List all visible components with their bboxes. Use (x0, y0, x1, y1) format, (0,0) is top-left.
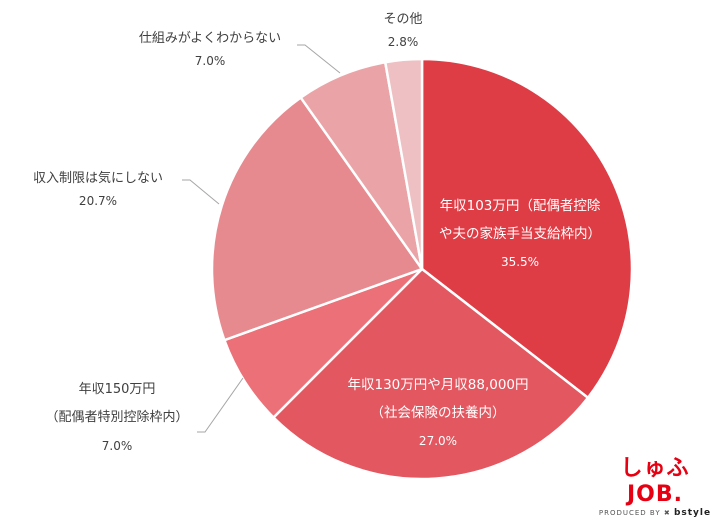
leader-line-150 (197, 377, 244, 433)
pie-chart (182, 44, 634, 481)
slice-label-unknown: 仕組みがよくわからない 7.0% (138, 31, 282, 68)
leader-line-no-limit (182, 179, 220, 205)
leader-line-unknown (297, 44, 341, 74)
pie-slice-5 (383, 57, 424, 270)
pie-slice-3 (210, 95, 424, 342)
slice-label-130: 年収130万円や月収88,000円 （社会保険の扶養内） 27.0% (347, 377, 529, 448)
shufujob-logo: しゅふJOB. PRODUCED BY ✖ bstyle (598, 456, 712, 518)
pie-slice-1 (271, 267, 590, 481)
slice-label-150: 年収150万円 （配偶者特別控除枠内） 7.0% (45, 382, 189, 453)
pie-slice-0 (420, 57, 634, 400)
slice-label-103: 年収103万円（配偶者控除 や夫の家族手当支給枠内） 35.5% (439, 198, 601, 269)
slice-label-no-limit: 収入制限は気にしない 20.7% (32, 171, 164, 208)
slice-label-other: その他 2.8% (383, 12, 423, 49)
